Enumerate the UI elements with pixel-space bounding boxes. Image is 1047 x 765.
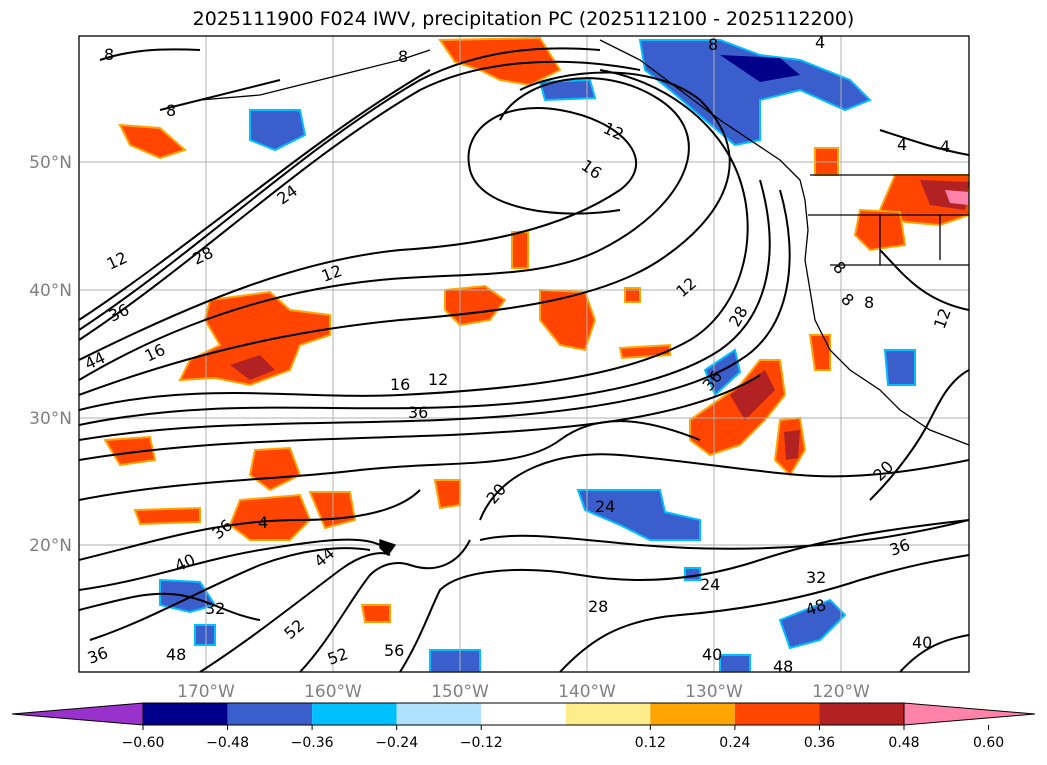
colorbar-tick-label: 0.12 <box>635 735 666 751</box>
precip-positive-patch <box>360 604 391 623</box>
lon-label: 150°W <box>431 682 489 702</box>
precip-positive-patch <box>945 190 969 205</box>
precip-positive-patch <box>784 430 800 460</box>
svg-text:28: 28 <box>588 597 608 616</box>
precip-positive-patch <box>730 370 775 420</box>
lon-label: 130°W <box>685 682 743 702</box>
svg-text:40: 40 <box>912 633 932 652</box>
svg-text:48: 48 <box>166 645 186 664</box>
colorbar-tick-label: 0.24 <box>719 735 750 751</box>
svg-text:8: 8 <box>398 47 408 66</box>
svg-text:4: 4 <box>897 135 907 154</box>
svg-text:24: 24 <box>700 575 720 594</box>
latitude-labels: 50°N 40°N 30°N 20°N <box>29 153 72 556</box>
map-title: 2025111900 F024 IWV, precipitation PC (2… <box>192 8 855 30</box>
precip-positive-patch <box>511 231 529 269</box>
lon-label: 120°W <box>812 682 870 702</box>
colorbar-segment <box>734 703 820 725</box>
svg-text:4: 4 <box>258 513 268 532</box>
colorbar-frame <box>142 702 905 726</box>
svg-text:8: 8 <box>864 293 874 312</box>
colorbar-tick-label: −0.48 <box>206 735 249 751</box>
colorbar-segment <box>312 703 397 725</box>
lat-label: 30°N <box>29 409 72 429</box>
lon-label: 170°W <box>177 682 235 702</box>
svg-text:24: 24 <box>595 497 615 516</box>
colorbar-tick-label: −0.60 <box>122 735 165 751</box>
svg-text:36: 36 <box>408 403 428 422</box>
precip-positive-patch <box>103 435 157 467</box>
precip-positive-patch <box>808 334 831 371</box>
colorbar-tick-label: 0.48 <box>888 735 919 751</box>
svg-text:12: 12 <box>428 370 448 389</box>
colorbar: −0.60 −0.48 −0.36 −0.24 −0.12 0.12 0.24 0.36 0.4… <box>11 702 1036 751</box>
colorbar-extension-low <box>11 702 144 726</box>
precip-negative-patch <box>719 654 751 672</box>
colorbar-segment <box>481 703 566 725</box>
svg-text:32: 32 <box>806 568 826 587</box>
precip-negative-patch <box>883 349 916 386</box>
precip-negative-patch <box>249 109 307 152</box>
lat-label: 20°N <box>29 536 72 556</box>
precip-negative-patch <box>194 624 216 646</box>
colorbar-tick-label: 0.36 <box>804 735 835 751</box>
longitude-labels: 170°W 160°W 150°W 140°W 130°W 120°W <box>177 682 870 702</box>
precip-negative-patch <box>576 489 701 541</box>
lon-label: 140°W <box>558 682 616 702</box>
svg-text:8: 8 <box>104 45 114 64</box>
iwv-contours <box>79 47 969 672</box>
colorbar-tick-label: 0.60 <box>973 735 1004 751</box>
colorbar-segment <box>819 703 904 725</box>
colorbar-tick-label: −0.12 <box>460 735 503 751</box>
svg-text:56: 56 <box>384 641 404 660</box>
precip-negative-patch <box>684 567 701 581</box>
precip-negative-patch <box>638 39 872 147</box>
precip-positive-patch <box>618 343 671 360</box>
svg-text:8: 8 <box>166 101 176 120</box>
colorbar-tick-label: −0.36 <box>291 735 334 751</box>
map-frame <box>78 35 970 673</box>
colorbar-segment <box>650 703 735 725</box>
svg-text:4: 4 <box>815 33 825 52</box>
precip-positive-patch <box>624 287 641 303</box>
precip-negative-patch <box>778 598 847 650</box>
svg-text:40: 40 <box>702 645 722 664</box>
colorbar-extension-high <box>903 702 1036 726</box>
lat-label: 40°N <box>29 281 72 301</box>
lat-label: 50°N <box>29 153 72 173</box>
precip-negative-patch <box>720 55 800 82</box>
precip-positive-patch <box>433 479 461 510</box>
svg-text:48: 48 <box>773 657 793 676</box>
precip-negative-patch <box>429 649 481 672</box>
colorbar-tick-label: −0.24 <box>375 735 418 751</box>
svg-text:8: 8 <box>708 35 718 54</box>
svg-text:4: 4 <box>940 137 950 156</box>
precip-negative-patch <box>538 78 597 102</box>
precip-positive-patch <box>230 355 275 380</box>
precip-positive-patch <box>133 506 201 526</box>
lon-label: 160°W <box>304 682 362 702</box>
svg-text:32: 32 <box>205 599 225 618</box>
colorbar-segment <box>396 703 482 725</box>
colorbar-segment <box>565 703 651 725</box>
precip-positive-patch <box>118 123 187 160</box>
colorbar-segment <box>143 703 228 725</box>
svg-text:16: 16 <box>390 375 410 394</box>
precip-positive-patch <box>228 493 312 541</box>
colorbar-segment <box>227 703 313 725</box>
